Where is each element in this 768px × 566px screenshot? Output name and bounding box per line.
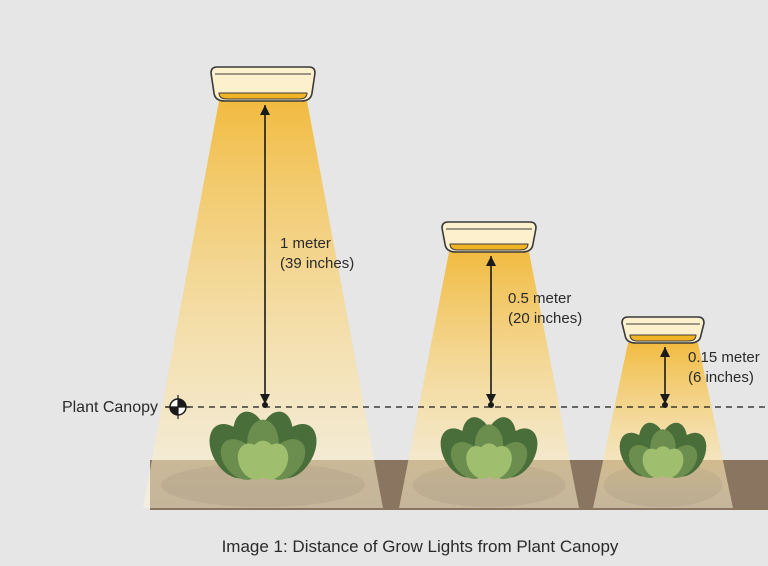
caption: Image 1: Distance of Grow Lights from Pl… bbox=[222, 537, 619, 556]
distance-label: 0.5 meter bbox=[508, 290, 571, 307]
grow-light-fixture bbox=[622, 317, 704, 343]
distance-label-inches: (20 inches) bbox=[508, 310, 582, 327]
grow-light-fixture bbox=[211, 67, 315, 101]
distance-label-inches: (39 inches) bbox=[280, 255, 354, 272]
distance-label-inches: (6 inches) bbox=[688, 369, 754, 386]
grow-light-fixture bbox=[442, 222, 536, 252]
canopy-label: Plant Canopy bbox=[62, 399, 158, 416]
grow-light-diagram: Plant Canopy 1 meter (39 inches) 0.5 meter (… bbox=[0, 0, 768, 566]
distance-label: 1 meter bbox=[280, 235, 331, 252]
distance-label: 0.15 meter bbox=[688, 349, 760, 366]
